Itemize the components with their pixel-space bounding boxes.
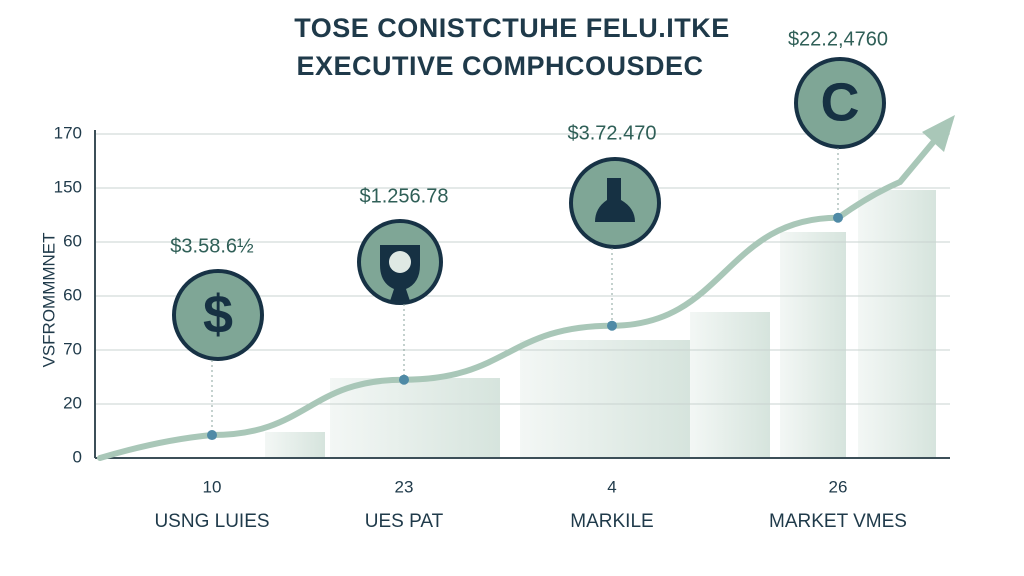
annotation: $1.256.78 xyxy=(360,185,449,207)
category-number: 26 xyxy=(829,477,848,496)
icons: $ C xyxy=(172,57,886,361)
category-number: 10 xyxy=(203,477,222,496)
background-areas xyxy=(265,190,936,458)
chart-title: EXECUTIVE COMPHCOUSDEC xyxy=(296,51,703,81)
y-tick-label: 20 xyxy=(63,393,82,412)
y-tick-label: 0 xyxy=(73,447,82,466)
annotation: $3.72.470 xyxy=(568,122,657,144)
icon-anchors xyxy=(211,148,839,435)
area xyxy=(858,190,936,458)
y-tick-label: 60 xyxy=(63,285,82,304)
icon-glyph: $ xyxy=(203,284,233,344)
icon-glyph: C xyxy=(821,72,860,132)
y-tick-label: 170 xyxy=(54,123,82,142)
area xyxy=(265,432,325,458)
y-axis-label: VSFROMMMNET xyxy=(39,232,58,367)
point xyxy=(833,212,843,223)
category-number: 23 xyxy=(395,477,414,496)
y-tick-label: 60 xyxy=(63,231,82,250)
y-tick-label: 70 xyxy=(63,339,82,358)
point xyxy=(207,430,217,441)
icon-circle xyxy=(172,269,264,361)
y-tick-label: 150 xyxy=(54,177,82,196)
arrowhead xyxy=(922,115,955,152)
x-tick-label: UES PAT xyxy=(365,511,444,532)
area xyxy=(690,312,770,458)
icon-circle xyxy=(794,57,886,149)
annotation: $22.2,4760 xyxy=(788,28,888,50)
chart-title: TOSE CONISTCTUHE FELU.ITKE xyxy=(294,13,730,43)
category-number: 4 xyxy=(607,477,616,496)
x-tick-label: MARKILE xyxy=(570,511,653,532)
shield-icon xyxy=(389,251,411,273)
point xyxy=(607,320,617,331)
x-tick-label: USNG LUIES xyxy=(154,511,269,532)
point xyxy=(399,374,409,385)
line xyxy=(209,214,841,439)
figure-icon xyxy=(595,178,635,222)
line-extension xyxy=(835,137,938,221)
area xyxy=(520,340,690,458)
annotation: $3.58.6½ xyxy=(170,235,254,257)
area xyxy=(330,378,500,458)
line-extension xyxy=(97,432,215,461)
area xyxy=(780,232,846,458)
x-tick-label: MARKET VMES xyxy=(769,511,907,532)
